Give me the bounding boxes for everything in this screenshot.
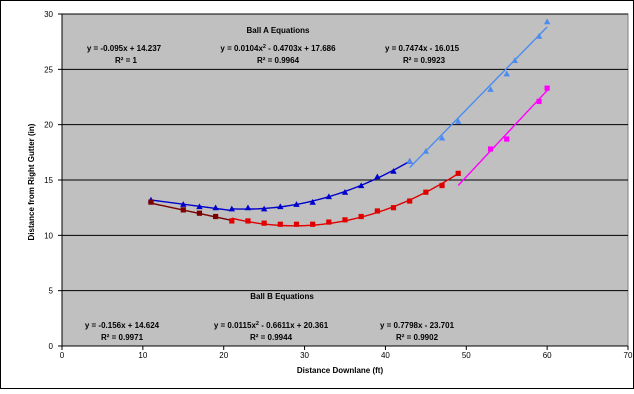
data-point-square	[293, 221, 300, 227]
y-axis-label: Distance from Right Gutter (in)	[27, 123, 36, 240]
data-point-square	[326, 219, 332, 225]
ball-b-eq-2-sup: 2	[256, 321, 259, 327]
y-tick-label: 30	[44, 10, 53, 19]
ball-b-eq-2-right: - 0.6611x + 20.361	[259, 321, 329, 330]
y-tick-label: 20	[44, 121, 53, 130]
ball-a-r2-3: R² = 0.9923	[403, 56, 446, 65]
ball-a-eq-2-sup: 2	[263, 44, 266, 50]
data-point-square	[544, 85, 550, 91]
y-tick-label: 10	[44, 231, 53, 240]
data-point-square	[342, 217, 348, 223]
data-point-square	[407, 198, 413, 204]
x-tick-label: 40	[381, 351, 390, 360]
ball-b-eq-2: y = 0.0115x2 - 0.6611x + 20.361	[214, 321, 329, 330]
y-tick-label: 25	[44, 65, 53, 74]
y-tick-label: 0	[49, 342, 54, 351]
ball-a-eq-3: y = 0.7474x - 16.015	[385, 44, 460, 53]
ball-b-r2-2: R² = 0.9944	[250, 333, 293, 342]
x-tick-label: 30	[300, 351, 309, 360]
ball-a-eq-2-left: y = 0.0104x	[220, 44, 263, 53]
data-point-triangle	[341, 188, 349, 195]
data-points	[147, 18, 551, 227]
data-point-square	[439, 182, 445, 189]
data-point-triangle	[325, 193, 333, 200]
data-point-triangle	[374, 173, 381, 180]
ball-b-eq-1: y = -0.156x + 14.624	[85, 321, 160, 330]
x-tick-label: 0	[60, 351, 65, 360]
ball-b-r2-3: R² = 0.9902	[396, 333, 439, 342]
data-point-square	[536, 98, 542, 105]
data-point-triangle	[180, 201, 187, 207]
data-point-triangle	[406, 157, 413, 164]
data-point-square	[310, 221, 316, 227]
data-point-triangle	[422, 148, 430, 154]
ball-b-r2-1: R² = 0.9971	[101, 333, 144, 342]
axes	[58, 13, 629, 350]
ball-a-eq-2: y = 0.0104x2 - 0.4703x + 17.686	[220, 44, 336, 53]
data-point-square	[504, 136, 510, 142]
data-point-triangle	[260, 205, 268, 212]
data-point-square	[487, 146, 494, 152]
data-point-triangle	[535, 32, 543, 39]
data-point-triangle	[196, 203, 203, 210]
data-point-square	[196, 210, 203, 216]
ball-a-r2-2: R² = 0.9964	[257, 56, 300, 65]
x-tick-label: 60	[543, 351, 552, 360]
data-point-square	[277, 221, 283, 227]
data-point-triangle	[503, 70, 510, 77]
trendline-3	[409, 26, 548, 169]
data-point-square	[245, 218, 251, 224]
y-tick-label: 15	[44, 176, 53, 185]
ball-a-header: Ball A Equations	[247, 26, 311, 35]
x-tick-label: 20	[219, 351, 228, 360]
data-point-square	[358, 213, 364, 220]
ball-b-eq-3: y = 0.7798x - 23.701	[380, 321, 455, 330]
data-point-square	[213, 213, 219, 220]
data-point-triangle	[309, 198, 316, 205]
trendline-1	[150, 199, 232, 212]
trendline-6	[457, 90, 548, 186]
data-point-triangle	[277, 203, 284, 210]
data-point-triangle	[438, 134, 446, 141]
data-point-triangle	[357, 182, 365, 189]
ball-a-eq-2-right: - 0.4703x + 17.686	[266, 44, 336, 53]
data-point-triangle	[487, 86, 494, 92]
data-point-square	[148, 199, 154, 205]
data-point-triangle	[390, 167, 397, 174]
x-tick-label: 10	[138, 351, 147, 360]
y-tick-label: 5	[49, 287, 54, 296]
data-point-square	[455, 170, 461, 176]
gridlines	[62, 13, 628, 292]
trendlines	[150, 26, 548, 227]
ball-b-header: Ball B Equations	[250, 292, 314, 301]
tick-labels: 0 5 10 15 20 25 30 0 10 20 30 40 50 60 70	[44, 10, 633, 360]
data-point-triangle	[543, 18, 551, 25]
data-point-square	[229, 218, 235, 224]
data-point-square	[423, 189, 429, 195]
x-axis-label: Distance Downlane (ft)	[297, 366, 384, 375]
data-point-square	[374, 208, 380, 214]
data-point-triangle	[455, 118, 462, 124]
data-point-triangle	[293, 201, 300, 207]
data-point-triangle	[228, 205, 235, 212]
x-tick-label: 50	[462, 351, 471, 360]
ball-a-r2-1: R² = 1	[115, 56, 138, 65]
data-point-square	[261, 220, 267, 226]
trendline-4	[150, 202, 232, 222]
data-point-square	[390, 205, 397, 211]
data-point-triangle	[511, 57, 518, 64]
x-tick-label: 70	[624, 351, 633, 360]
trendline-2	[231, 160, 411, 210]
ball-a-eq-1: y = -0.095x + 14.237	[87, 44, 162, 53]
data-point-triangle	[212, 204, 219, 211]
data-point-square	[180, 207, 186, 213]
ball-b-eq-2-left: y = 0.0115x	[214, 321, 257, 330]
data-point-triangle	[244, 204, 252, 211]
